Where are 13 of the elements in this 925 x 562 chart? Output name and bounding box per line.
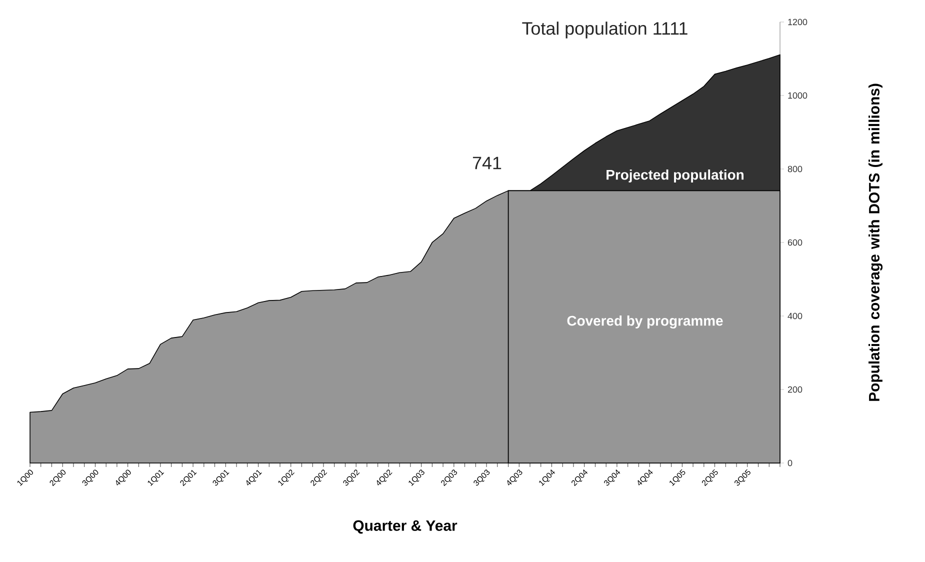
y-tick-label: 400 [788, 312, 802, 320]
y-tick-label: 800 [788, 166, 802, 172]
series-label: Projected population [606, 169, 744, 182]
y-tick-label: 1000 [788, 92, 808, 99]
y-tick-label: 600 [788, 239, 802, 246]
y-axis-title: Population coverage with DOTS (in millions) [868, 84, 883, 401]
y-tick-label: 1200 [788, 18, 808, 26]
series-label: Covered by programme [567, 315, 723, 329]
annotation: Total population 1111 [522, 22, 688, 38]
annotation: 741 [472, 156, 502, 170]
x-axis-title: Quarter & Year [353, 520, 458, 534]
y-tick-label: 0 [788, 460, 792, 466]
y-tick-label: 200 [788, 386, 802, 393]
